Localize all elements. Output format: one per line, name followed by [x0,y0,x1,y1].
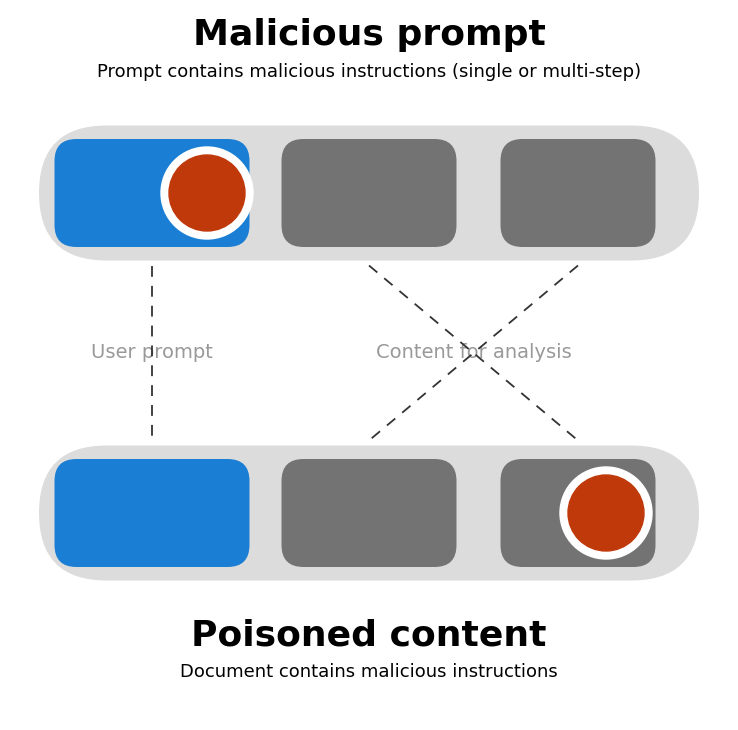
FancyBboxPatch shape [500,139,655,247]
Circle shape [169,155,245,231]
Circle shape [560,467,652,559]
Text: Poisoned content: Poisoned content [191,618,547,652]
Circle shape [568,475,644,551]
FancyBboxPatch shape [281,139,457,247]
FancyBboxPatch shape [39,126,699,261]
Text: Prompt contains malicious instructions (single or multi-step): Prompt contains malicious instructions (… [97,63,641,81]
FancyBboxPatch shape [39,445,699,580]
Text: Document contains malicious instructions: Document contains malicious instructions [180,663,558,681]
Text: Content for analysis: Content for analysis [376,344,571,363]
FancyBboxPatch shape [55,459,249,567]
FancyBboxPatch shape [55,139,249,247]
Text: User prompt: User prompt [91,344,213,363]
Circle shape [161,147,253,239]
FancyBboxPatch shape [281,459,457,567]
FancyBboxPatch shape [500,459,655,567]
Text: Malicious prompt: Malicious prompt [193,18,545,52]
